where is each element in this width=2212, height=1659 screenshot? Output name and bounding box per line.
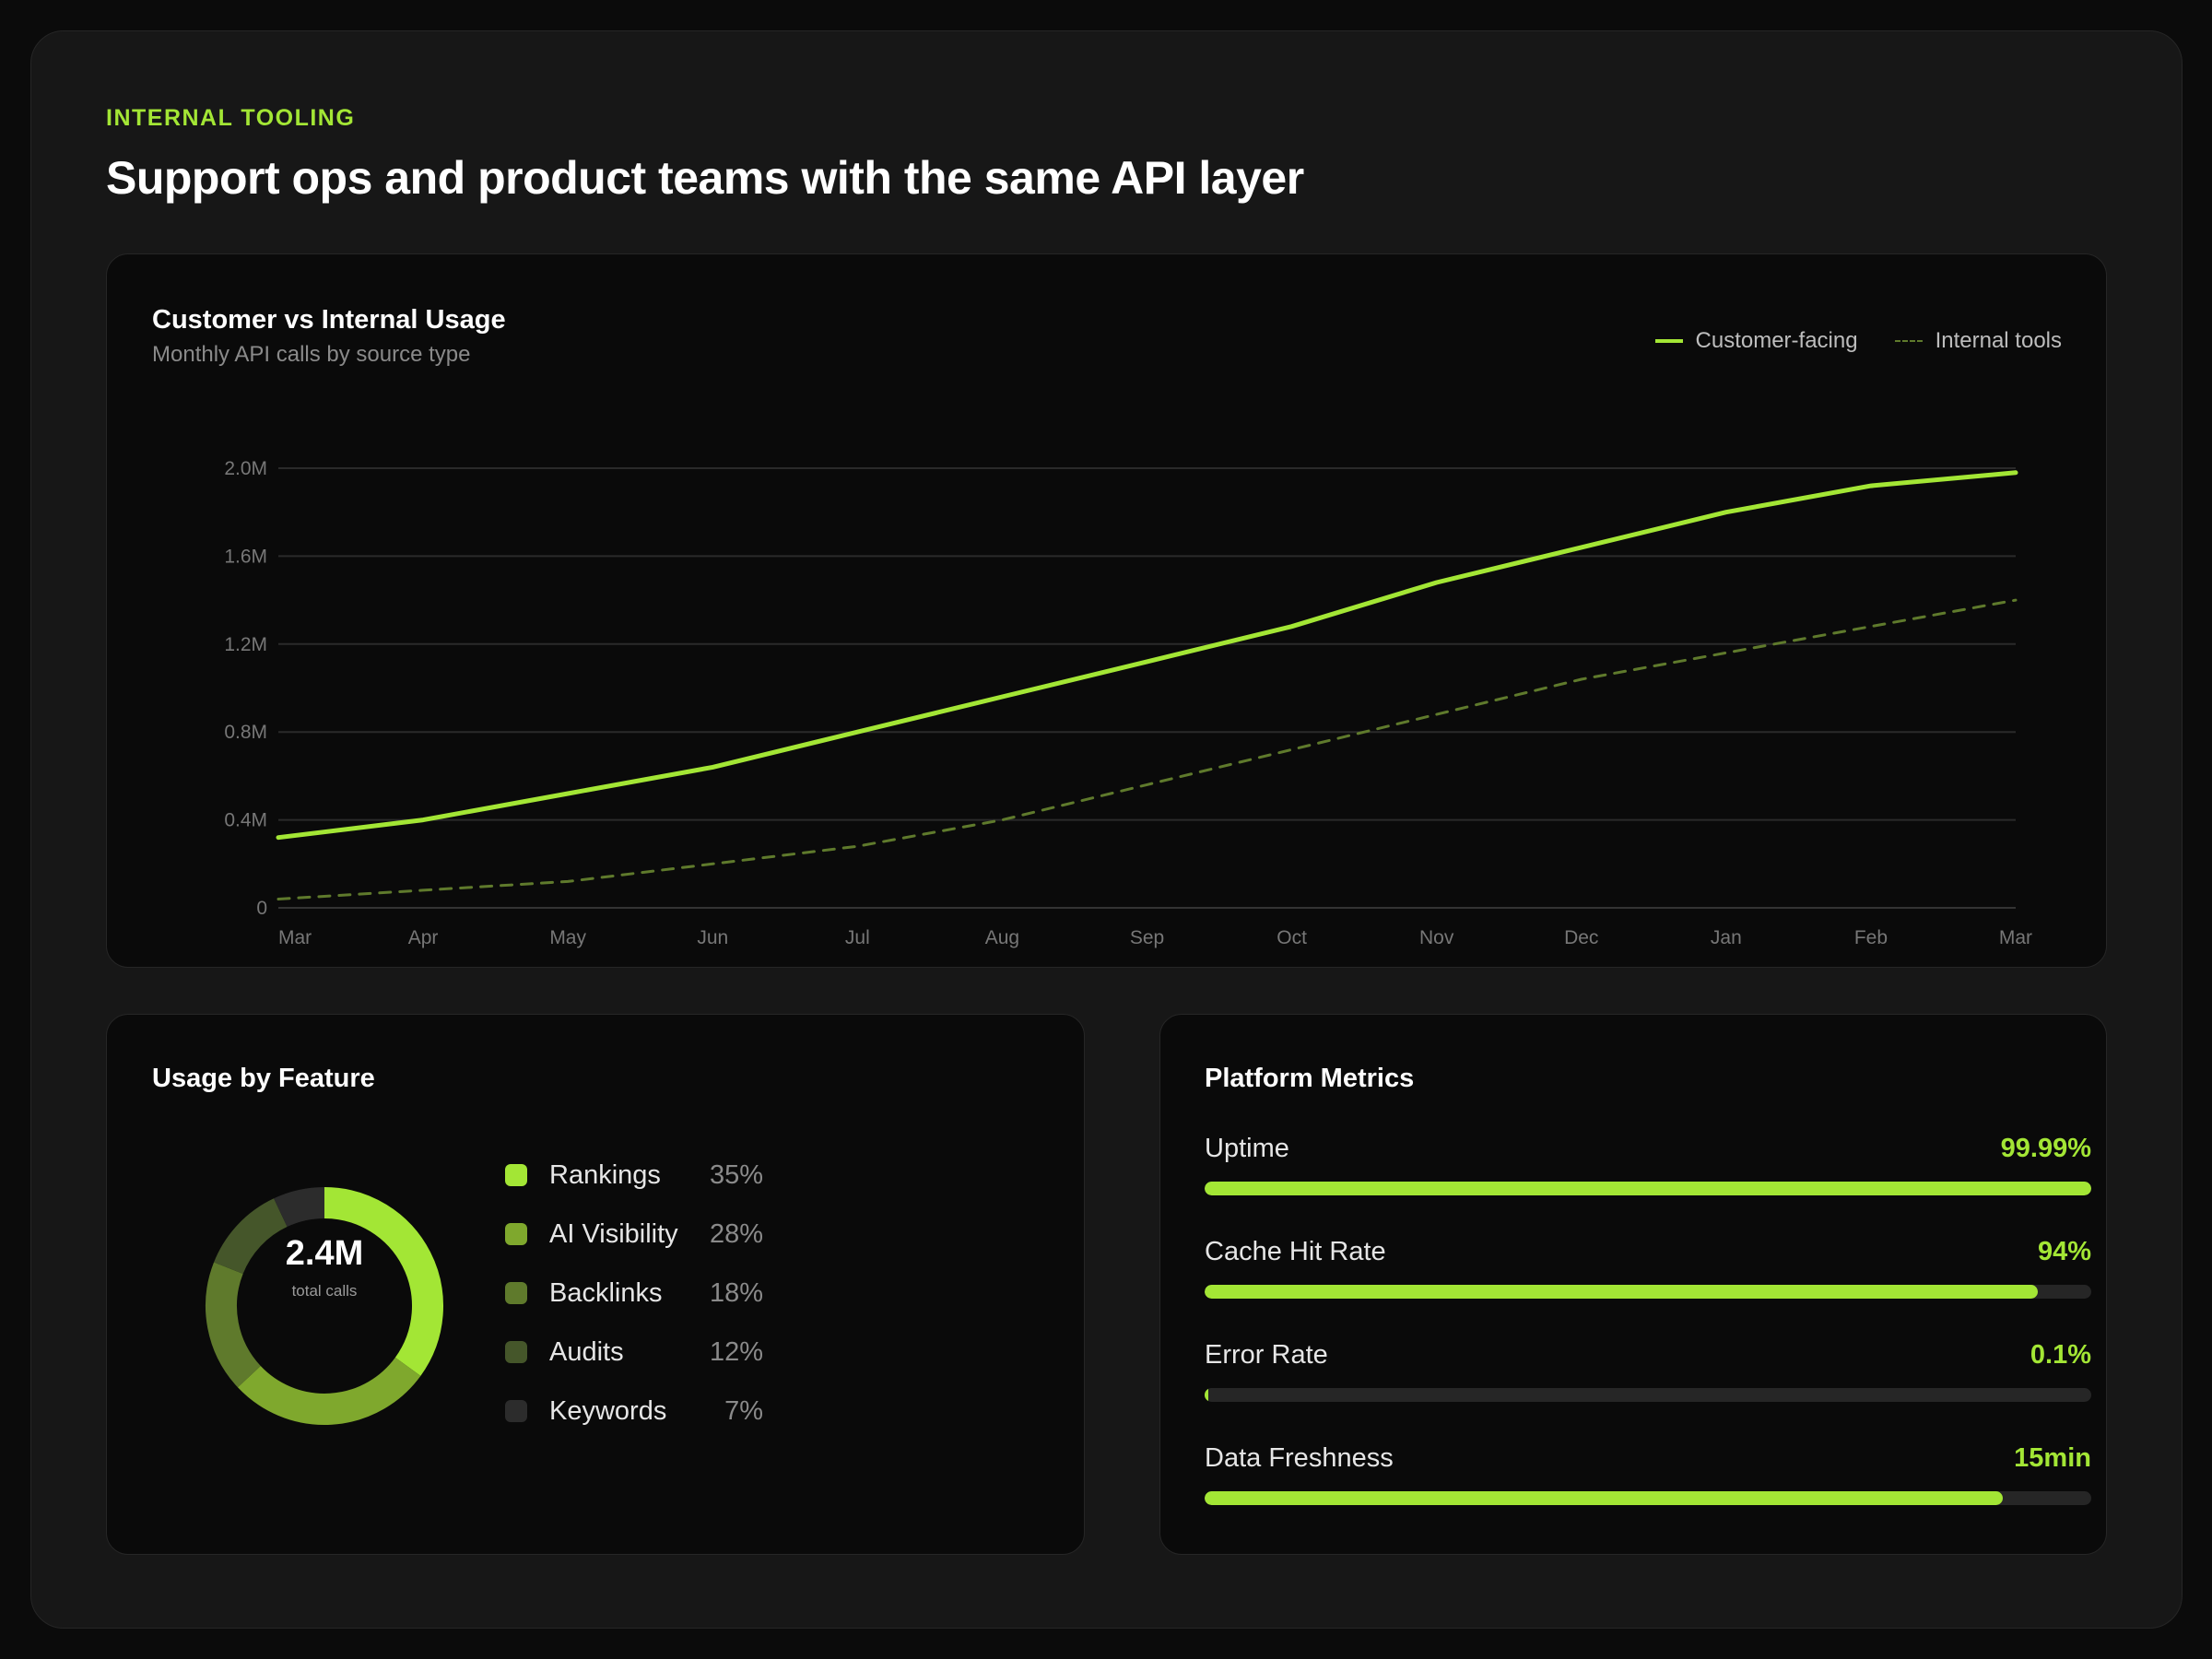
x-tick-label: Dec bbox=[1564, 927, 1598, 948]
metric-progress-track bbox=[1205, 1388, 2091, 1402]
metric-label: Data Freshness bbox=[1205, 1443, 1394, 1473]
donut-total-value: 2.4M bbox=[285, 1234, 364, 1273]
metric-progress-fill bbox=[1205, 1491, 2003, 1505]
feature-row-ai-visibility: AI Visibility 28% bbox=[505, 1205, 763, 1264]
usage-by-feature-card: Usage by Feature 2.4M total calls Rankin… bbox=[106, 1014, 1085, 1555]
x-tick-label: Mar bbox=[278, 927, 312, 948]
metric-value: 99.99% bbox=[2000, 1134, 2091, 1163]
feature-swatch bbox=[505, 1341, 527, 1363]
feature-donut-chart bbox=[206, 1187, 443, 1425]
series-line-internal bbox=[276, 598, 2018, 900]
feature-percent: 7% bbox=[724, 1395, 763, 1426]
metric-progress-fill bbox=[1205, 1285, 2039, 1299]
metric-progress-fill bbox=[1205, 1182, 2091, 1195]
donut-slice-audits bbox=[214, 1198, 288, 1275]
donut-slice-keywords bbox=[274, 1187, 325, 1228]
x-tick-label: Feb bbox=[1854, 927, 1888, 948]
platform-metrics-card: Platform Metrics Uptime 99.99% Cache Hit… bbox=[1159, 1014, 2107, 1555]
metric-progress-track bbox=[1205, 1285, 2091, 1299]
legend-label-customer: Customer-facing bbox=[1695, 328, 1858, 353]
feature-percent: 28% bbox=[709, 1218, 763, 1249]
x-tick-label: Mar bbox=[1999, 927, 2032, 948]
x-tick-label: Jan bbox=[1711, 927, 1742, 948]
metric-progress-track bbox=[1205, 1182, 2091, 1195]
metric-value: 94% bbox=[2037, 1237, 2091, 1266]
feature-row-rankings: Rankings 35% bbox=[505, 1146, 763, 1205]
feature-card-title: Usage by Feature bbox=[152, 1064, 375, 1093]
metrics-card-title: Platform Metrics bbox=[1205, 1064, 1415, 1093]
feature-row-audits: Audits 12% bbox=[505, 1323, 763, 1382]
chart-title: Customer vs Internal Usage bbox=[152, 305, 506, 335]
feature-swatch bbox=[505, 1282, 527, 1304]
feature-percent: 35% bbox=[709, 1159, 763, 1190]
feature-label: Backlinks bbox=[549, 1277, 663, 1308]
donut-total-caption: total calls bbox=[291, 1282, 358, 1300]
feature-swatch bbox=[505, 1400, 527, 1422]
x-tick-label: Oct bbox=[1277, 927, 1307, 948]
dashboard-frame: INTERNAL TOOLING Support ops and product… bbox=[30, 30, 2183, 1629]
feature-percent: 18% bbox=[709, 1277, 763, 1308]
x-tick-label: Apr bbox=[408, 927, 439, 948]
feature-row-keywords: Keywords 7% bbox=[505, 1382, 763, 1441]
metric-progress-fill bbox=[1205, 1388, 1208, 1402]
metric-value: 15min bbox=[2014, 1443, 2091, 1473]
legend-label-internal: Internal tools bbox=[1935, 328, 2062, 353]
legend-swatch-dashed bbox=[1894, 340, 1923, 342]
feature-legend: Rankings 35% AI Visibility 28% Backlinks… bbox=[505, 1146, 763, 1441]
line-chart: 0 0.4M 0.8M 1.2M 1.6M 2.0M Mar Apr May Jun Jul Aug S… bbox=[224, 458, 2032, 948]
metric-label: Uptime bbox=[1205, 1134, 1289, 1163]
donut-slice-ai-visibility bbox=[237, 1357, 421, 1425]
y-tick-label: 0 bbox=[256, 898, 267, 919]
feature-swatch bbox=[505, 1164, 527, 1186]
y-tick-label: 1.2M bbox=[224, 634, 267, 655]
x-tick-label: Jul bbox=[845, 927, 870, 948]
feature-label: AI Visibility bbox=[549, 1218, 678, 1249]
section-eyebrow: INTERNAL TOOLING bbox=[106, 105, 356, 131]
donut-slice-rankings bbox=[324, 1187, 443, 1376]
y-tick-label: 1.6M bbox=[224, 546, 267, 567]
y-tick-label: 0.4M bbox=[224, 810, 267, 831]
feature-percent: 12% bbox=[709, 1336, 763, 1367]
feature-label: Audits bbox=[549, 1336, 624, 1367]
feature-label: Rankings bbox=[549, 1159, 661, 1190]
feature-swatch bbox=[505, 1223, 527, 1245]
chart-legend: Customer-facing Internal tools bbox=[1654, 328, 2062, 354]
x-tick-label: Aug bbox=[985, 927, 1019, 948]
page-title: Support ops and product teams with the s… bbox=[106, 152, 1304, 204]
metric-label: Error Rate bbox=[1205, 1340, 1328, 1370]
feature-label: Keywords bbox=[549, 1395, 667, 1426]
chart-subtitle: Monthly API calls by source type bbox=[152, 342, 471, 367]
metric-progress-track bbox=[1205, 1491, 2091, 1505]
metric-label: Cache Hit Rate bbox=[1205, 1237, 1386, 1266]
x-tick-label: Nov bbox=[1419, 927, 1454, 948]
y-tick-label: 2.0M bbox=[224, 458, 267, 479]
x-tick-label: May bbox=[549, 927, 586, 948]
y-tick-label: 0.8M bbox=[224, 722, 267, 743]
feature-row-backlinks: Backlinks 18% bbox=[505, 1264, 763, 1323]
x-tick-label: Sep bbox=[1130, 927, 1164, 948]
legend-item-internal: Internal tools bbox=[1894, 328, 2062, 354]
legend-swatch-solid bbox=[1654, 339, 1683, 343]
legend-item-customer: Customer-facing bbox=[1654, 328, 1858, 354]
x-tick-label: Jun bbox=[697, 927, 728, 948]
usage-chart-card: Customer vs Internal Usage Monthly API c… bbox=[106, 253, 2107, 968]
metric-value: 0.1% bbox=[2030, 1340, 2091, 1370]
donut-slice-backlinks bbox=[206, 1262, 262, 1388]
series-line-customer bbox=[276, 470, 2018, 841]
